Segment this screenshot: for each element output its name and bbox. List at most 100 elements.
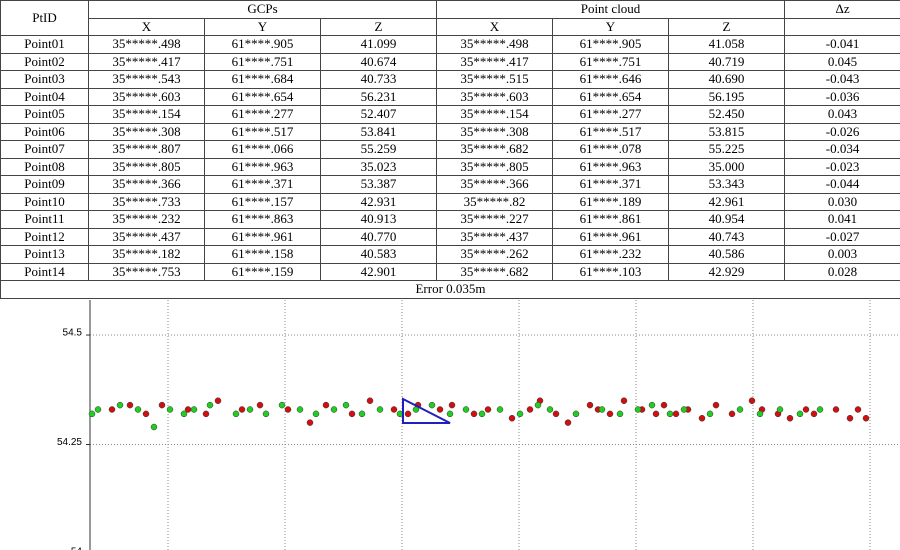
point — [736, 405, 744, 413]
value-cell: 61****.905 — [204, 35, 321, 54]
value-cell: 35*****.308 — [88, 122, 205, 141]
value-cell: 61****.066 — [204, 140, 321, 159]
value-cell: 42.901 — [320, 262, 437, 281]
value-cell: 35*****.154 — [88, 105, 205, 124]
point — [606, 410, 614, 417]
point — [150, 423, 158, 430]
value-cell: 61****.654 — [552, 87, 669, 106]
data-table: PtID GCPs Point cloud Δz X Y Z X Y Z Poi… — [0, 0, 900, 299]
point — [846, 414, 854, 421]
point — [756, 410, 764, 417]
value-cell: 61****.103 — [552, 262, 669, 281]
point — [572, 410, 580, 417]
point — [786, 414, 794, 421]
point — [296, 405, 304, 413]
point — [776, 405, 784, 413]
point — [552, 410, 560, 417]
point — [348, 410, 356, 417]
point — [616, 410, 624, 417]
value-cell: 35*****.182 — [88, 245, 205, 264]
point — [832, 405, 840, 413]
value-cell: 35*****.498 — [436, 35, 553, 54]
point — [698, 414, 706, 421]
value-cell: 35*****.154 — [436, 105, 553, 124]
point — [256, 401, 264, 408]
value-cell: 0.003 — [784, 245, 900, 264]
footer-row: Error 0.035m — [0, 280, 900, 299]
sub-header: X — [88, 17, 205, 36]
point-id: Point03 — [0, 70, 89, 89]
point — [748, 396, 756, 404]
point — [516, 410, 524, 417]
point — [284, 405, 292, 413]
point — [404, 410, 412, 417]
sub-header: X — [436, 17, 553, 36]
point-id: Point13 — [0, 245, 89, 264]
value-cell: 56.231 — [320, 87, 437, 106]
table-row: Point07 35*****.807 61****.066 55.259 35****… — [0, 140, 900, 159]
point — [358, 410, 366, 417]
value-cell: 61****.963 — [552, 157, 669, 176]
value-cell: -0.027 — [784, 227, 900, 246]
header-cell: Δz — [784, 0, 900, 19]
value-cell: 40.770 — [320, 227, 437, 246]
value-cell: 61****.751 — [204, 52, 321, 71]
value-cell: 52.407 — [320, 105, 437, 124]
point-id: Point09 — [0, 175, 89, 194]
value-cell: 35*****.366 — [436, 175, 553, 194]
point — [116, 401, 124, 408]
value-cell: 61****.159 — [204, 262, 321, 281]
point-id: Point14 — [0, 262, 89, 281]
value-cell: 61****.963 — [204, 157, 321, 176]
point — [534, 401, 542, 408]
value-cell: 61****.654 — [204, 87, 321, 106]
value-cell: 35*****.82 — [436, 192, 553, 211]
point — [470, 410, 478, 417]
table-row: Point12 35*****.437 61****.961 40.770 35****… — [0, 227, 900, 246]
value-cell: 40.719 — [667, 52, 786, 71]
value-cell: 35*****.805 — [88, 157, 205, 176]
value-cell: 35*****.366 — [88, 175, 205, 194]
value-cell: 35*****.437 — [436, 227, 553, 246]
header-cell: Point cloud — [435, 0, 786, 19]
point — [322, 401, 330, 408]
point — [366, 396, 374, 404]
point-id: Point05 — [0, 105, 89, 124]
point-id: Point10 — [0, 192, 89, 211]
value-cell: 55.259 — [320, 140, 437, 159]
point-id: Point04 — [0, 87, 89, 106]
y-tick-label: 54 — [71, 546, 83, 550]
value-cell: -0.044 — [784, 175, 900, 194]
point — [142, 410, 150, 417]
footer-cell: Error 0.035m — [0, 280, 900, 299]
point — [88, 410, 96, 417]
point-id: Point07 — [0, 140, 89, 159]
value-cell: 61****.158 — [204, 245, 321, 264]
value-cell: 35*****.262 — [436, 245, 553, 264]
value-cell: 0.041 — [784, 210, 900, 229]
point — [278, 401, 286, 408]
point — [680, 405, 688, 413]
table-row: Point13 35*****.182 61****.158 40.583 35****… — [0, 245, 900, 264]
point — [446, 410, 454, 417]
point — [586, 401, 594, 408]
value-cell: 35*****.417 — [88, 52, 205, 71]
point — [94, 405, 102, 413]
value-cell: -0.026 — [784, 122, 900, 141]
point-id: Point02 — [0, 52, 89, 71]
value-cell: 40.586 — [667, 245, 786, 264]
value-cell: 0.045 — [784, 52, 900, 71]
value-cell: 0.043 — [784, 105, 900, 124]
value-cell: 0.030 — [784, 192, 900, 211]
value-cell: 61****.751 — [552, 52, 669, 71]
sub-header: Z — [667, 17, 786, 36]
table-row: Point08 35*****.805 61****.963 35.023 35****… — [0, 157, 900, 176]
y-tick-label: 54.5 — [63, 327, 83, 338]
value-cell: 61****.371 — [204, 175, 321, 194]
value-cell: 40.954 — [667, 210, 786, 229]
point — [134, 405, 142, 413]
value-cell: 53.343 — [667, 175, 786, 194]
point — [166, 405, 174, 413]
value-cell: 42.929 — [667, 262, 786, 281]
